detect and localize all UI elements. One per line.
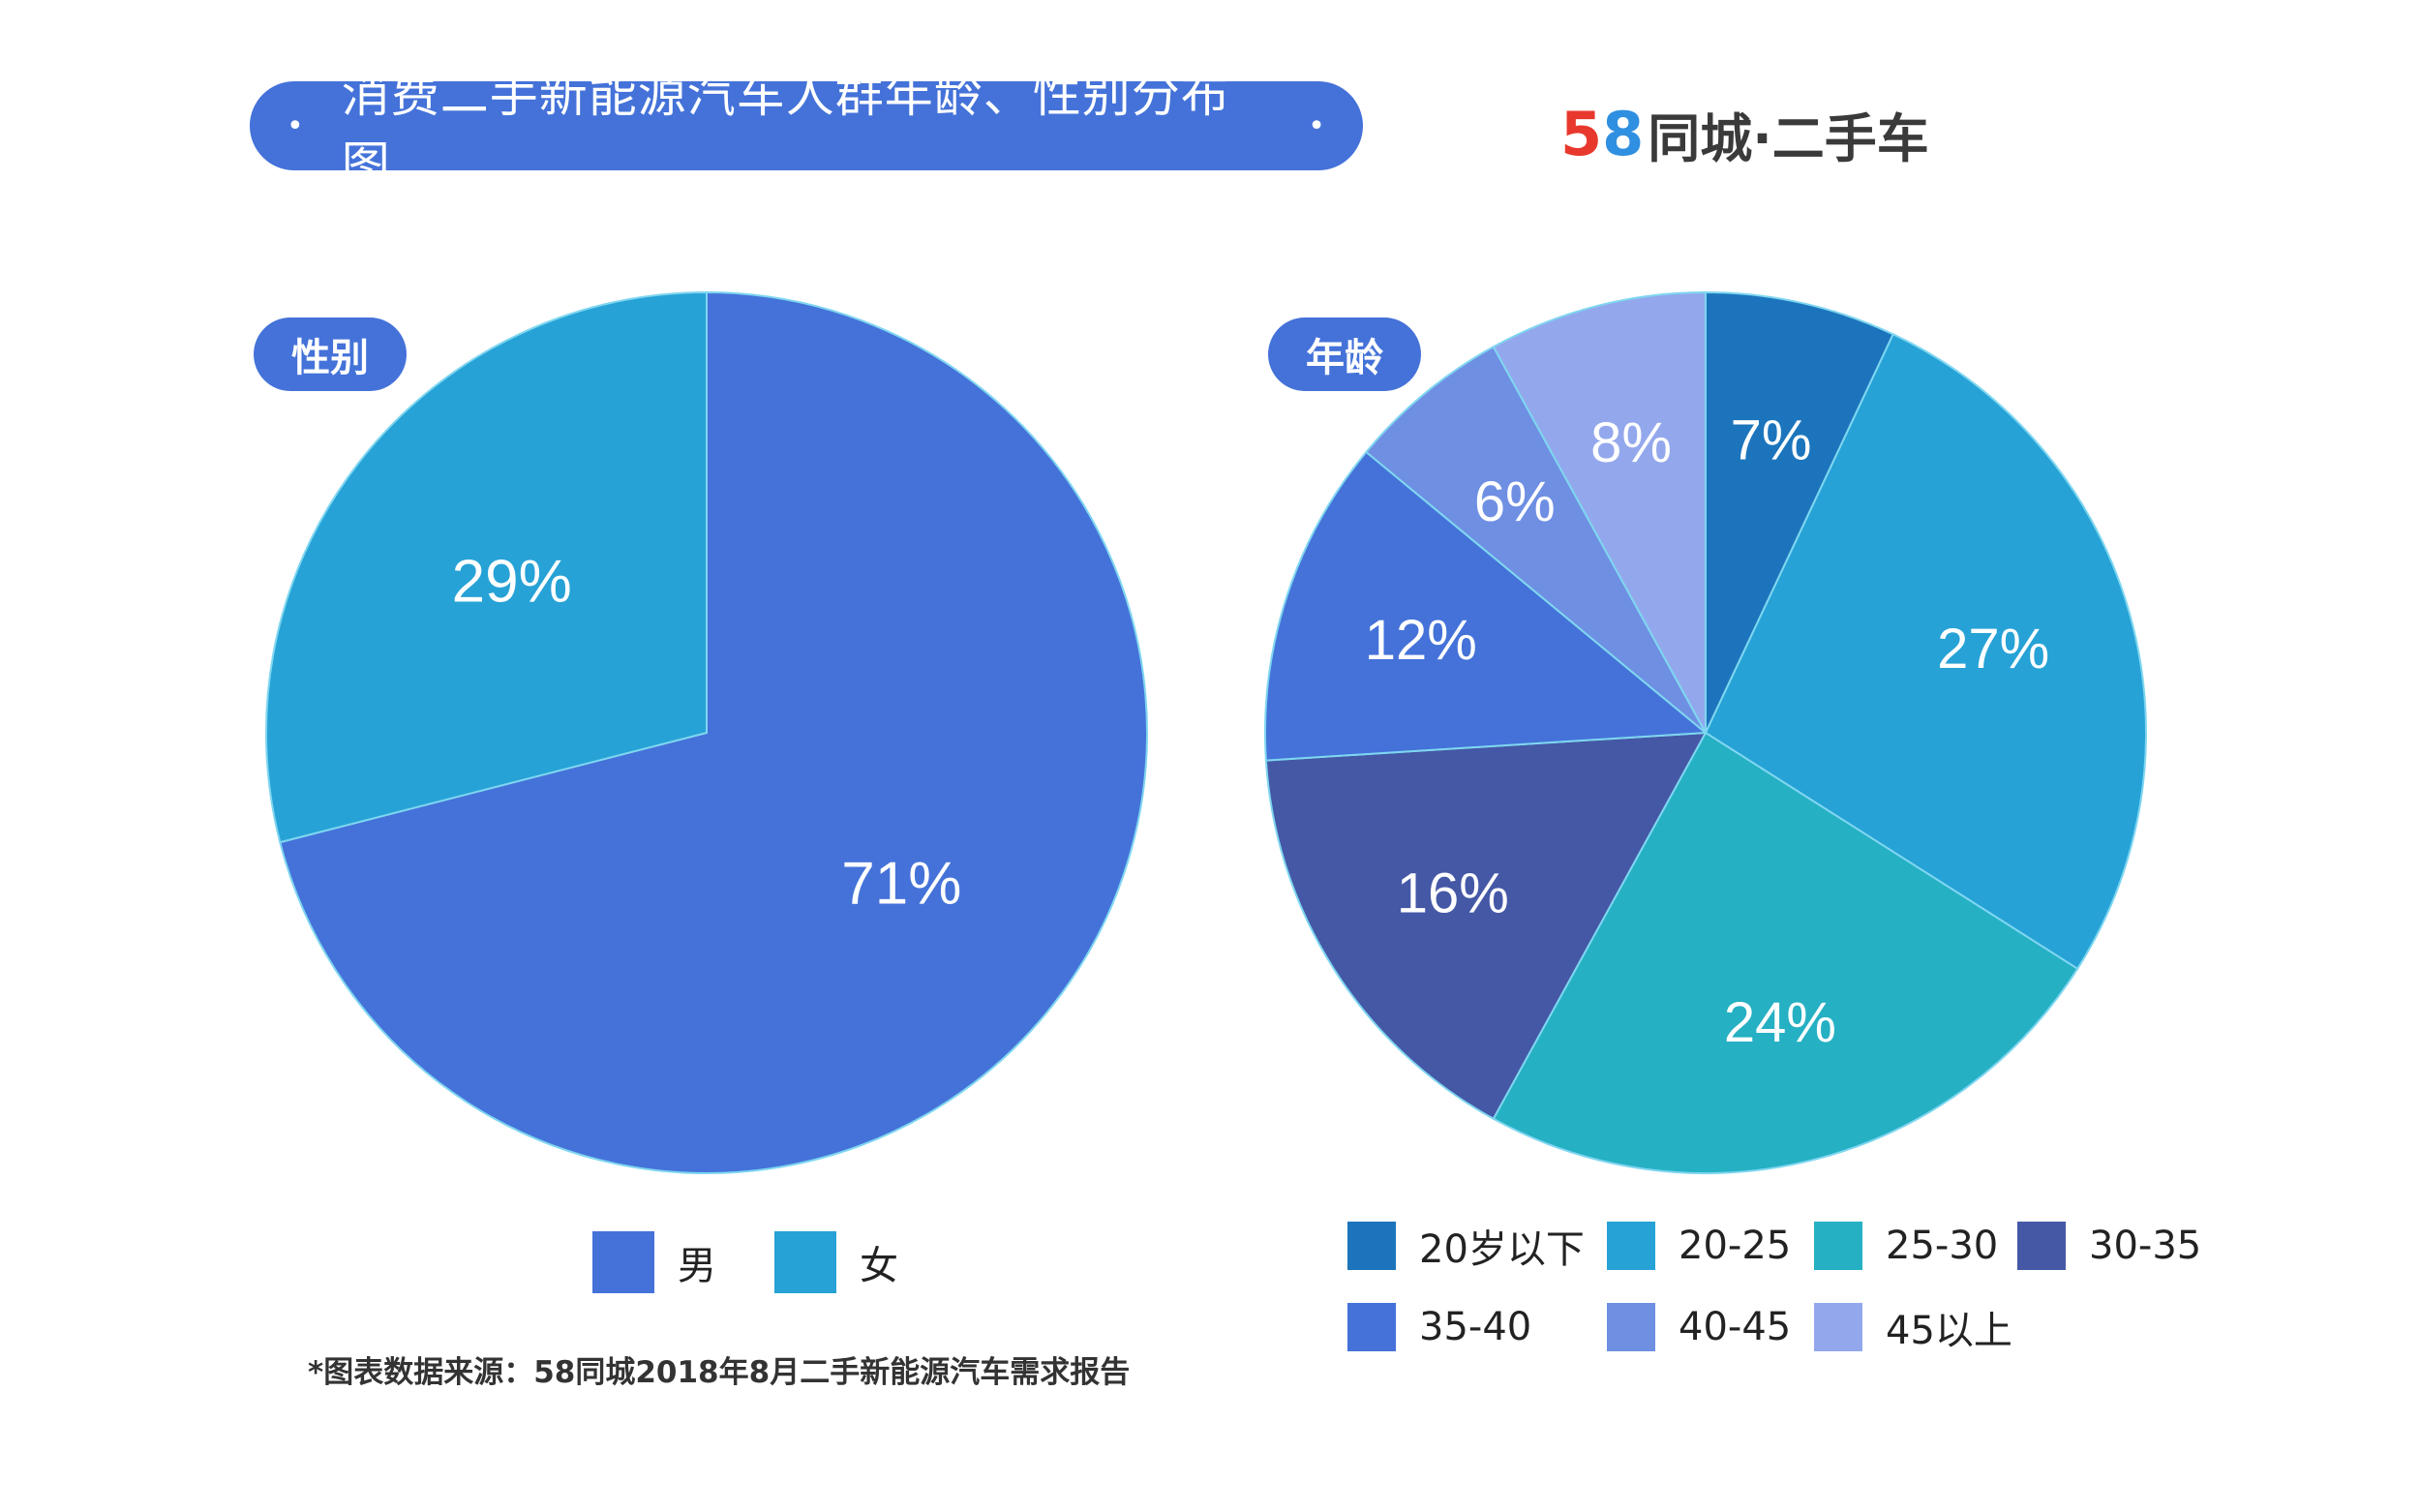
legend-swatch-4: [1347, 1303, 1396, 1351]
legend-item-2: 25-30: [1814, 1222, 1998, 1270]
age-chart-title: 年龄: [1268, 318, 1421, 391]
slice-label-1: 27%: [1937, 618, 2049, 680]
legend-swatch-3: [2017, 1222, 2066, 1270]
chart-title-banner: • 消费二手新能源汽车人群年龄、性别分布图 •: [250, 67, 1363, 193]
pie-slice-6: [1492, 290, 1707, 734]
legend-item-1: 20-25: [1607, 1222, 1791, 1270]
legend-swatch-1: [774, 1231, 836, 1293]
legend-item-4: 35-40: [1347, 1303, 1531, 1351]
slice-label-2: 24%: [1724, 991, 1836, 1054]
slice-label-4: 12%: [1365, 609, 1477, 672]
brand-name: 同城·二手车: [1648, 107, 1929, 169]
pie-slice-1: [1704, 332, 2147, 971]
pie-slice-0: [1705, 290, 1895, 734]
slice-label-6: 8%: [1590, 411, 1672, 474]
source-footnote: *图表数据来源：58同城2018年8月二手新能源汽车需求报告: [308, 1355, 1131, 1390]
brand-logo-digits: 58: [1560, 99, 1644, 169]
page-title: 消费二手新能源汽车人群年龄、性别分布图: [341, 67, 1230, 193]
gender-chart-title: 性别: [254, 318, 407, 391]
brand-logo: 58 同城·二手车: [1560, 95, 1929, 172]
title-dot-left: •: [287, 108, 305, 143]
legend-swatch-1: [1607, 1222, 1655, 1270]
legend-label-0: 男: [678, 1244, 716, 1288]
legend-swatch-5: [1607, 1303, 1655, 1351]
legend-item-1: 女: [774, 1231, 898, 1293]
legend-item-0: 20岁以下: [1347, 1222, 1585, 1272]
brand-digit-5: 5: [1560, 98, 1603, 169]
age-pie: 7% 27% 24% 16% 12% 6% 8%: [1264, 290, 2147, 1175]
pie-slice-3: [1264, 731, 1708, 1121]
slice-label-1: 29%: [452, 548, 572, 615]
legend-label-1: 20-25: [1679, 1224, 1792, 1268]
title-dot-right: •: [1308, 108, 1326, 143]
legend-item-6: 45以上: [1814, 1303, 2012, 1353]
slice-label-3: 16%: [1397, 862, 1509, 924]
pie-slice-1: [265, 290, 708, 844]
legend-item-0: 男: [592, 1231, 716, 1293]
pie-slice-5: [1365, 345, 1707, 734]
pie-slice-2: [1492, 731, 2079, 1175]
slice-label-0: 71%: [841, 851, 961, 918]
legend-item-3: 30-35: [2017, 1222, 2201, 1270]
slice-label-0: 7%: [1731, 409, 1812, 472]
slice-label-5: 6%: [1474, 470, 1556, 533]
legend-label-1: 女: [860, 1244, 898, 1288]
legend-swatch-2: [1814, 1222, 1862, 1270]
legend-item-5: 40-45: [1607, 1303, 1791, 1351]
legend-label-0: 20岁以下: [1419, 1227, 1585, 1272]
pie-slice-4: [1264, 450, 1709, 762]
legend-swatch-0: [1347, 1222, 1396, 1270]
legend-label-3: 30-35: [2089, 1224, 2202, 1268]
legend-label-2: 25-30: [1886, 1224, 1999, 1268]
legend-label-6: 45以上: [1886, 1309, 2012, 1353]
gender-pie: 71% 29%: [265, 290, 1148, 1174]
brand-digit-8: 8: [1602, 98, 1645, 169]
pie-slice-0: [279, 290, 1148, 1174]
legend-label-4: 35-40: [1419, 1305, 1532, 1349]
legend-label-5: 40-45: [1679, 1305, 1792, 1349]
legend-swatch-0: [592, 1231, 654, 1293]
legend-swatch-6: [1814, 1303, 1862, 1351]
